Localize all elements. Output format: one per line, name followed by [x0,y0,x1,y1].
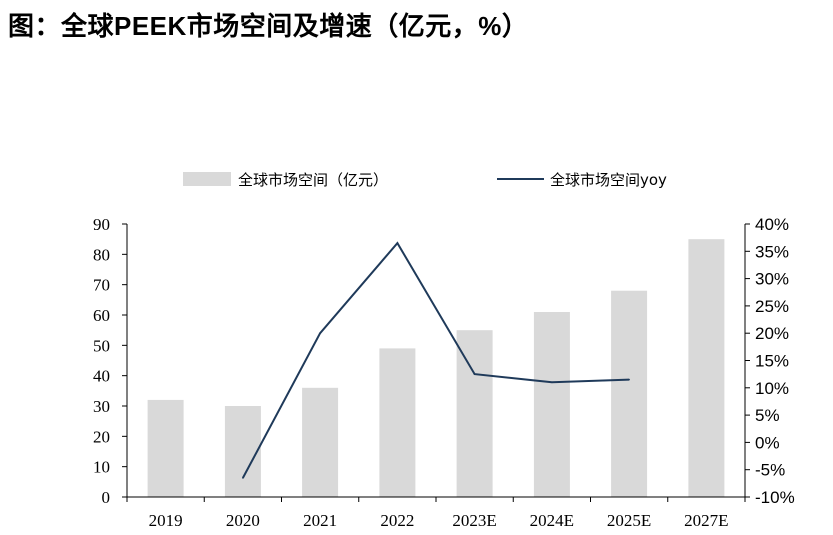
y-tick-label-left: 60 [93,306,110,325]
y-tick-label-right: 20% [755,324,789,343]
x-tick-label: 2020 [226,511,260,530]
y-tick-label-right: 15% [755,352,789,371]
y-tick-label-left: 80 [93,245,110,264]
line-point [473,373,476,375]
y-tick-label-left: 90 [93,215,110,234]
bar-2025E [611,290,648,497]
bar-2027E [688,239,725,497]
y-tick-label-right: 30% [755,270,789,289]
legend-bar-swatch [183,172,231,186]
y-tick-label-right: 5% [755,406,780,425]
x-tick-label: 2024E [530,511,574,530]
y-tick-label-left: 20 [93,427,110,446]
y-tick-label-left: 0 [102,488,111,507]
y-tick-label-left: 10 [93,458,110,477]
bar-2019 [147,399,184,497]
y-tick-label-left: 70 [93,276,110,295]
y-tick-label-right: 25% [755,297,789,316]
bar-2020 [224,406,261,497]
line-point [319,332,321,335]
x-tick-label: 2022 [380,511,414,530]
y-tick-label-left: 50 [93,336,110,355]
x-tick-label: 2019 [149,511,183,530]
page-title: 图：全球PEEK市场空间及增速（亿元，%） [8,11,529,41]
line-point [396,242,399,244]
line-point [551,381,553,384]
x-tick-label: 2021 [303,511,337,530]
y-tick-label-left: 30 [93,397,110,416]
line-point [242,477,244,479]
bar-2022 [379,348,416,497]
line-yoy [242,241,630,479]
legend-bar-label: 全球市场空间（亿元） [238,171,388,189]
x-tick-label: 2023E [452,511,496,530]
y-tick-label-right: 10% [755,379,789,398]
bar-2023E [456,330,493,497]
y-tick-label-right: -10% [755,488,795,507]
y-tick-label-right: -5% [755,461,785,480]
bar-2021 [302,387,339,497]
y-tick-label-right: 35% [755,242,789,261]
line-point [628,378,630,381]
y-tick-label-left: 40 [93,367,110,386]
bar-2024E [533,312,570,497]
x-tick-label: 2027E [684,511,728,530]
x-tick-label: 2025E [607,511,651,530]
y-tick-label-right: 40% [755,215,789,234]
legend-line-label: 全球市场空间yoy [550,171,667,189]
y-tick-label-right: 0% [755,433,780,452]
